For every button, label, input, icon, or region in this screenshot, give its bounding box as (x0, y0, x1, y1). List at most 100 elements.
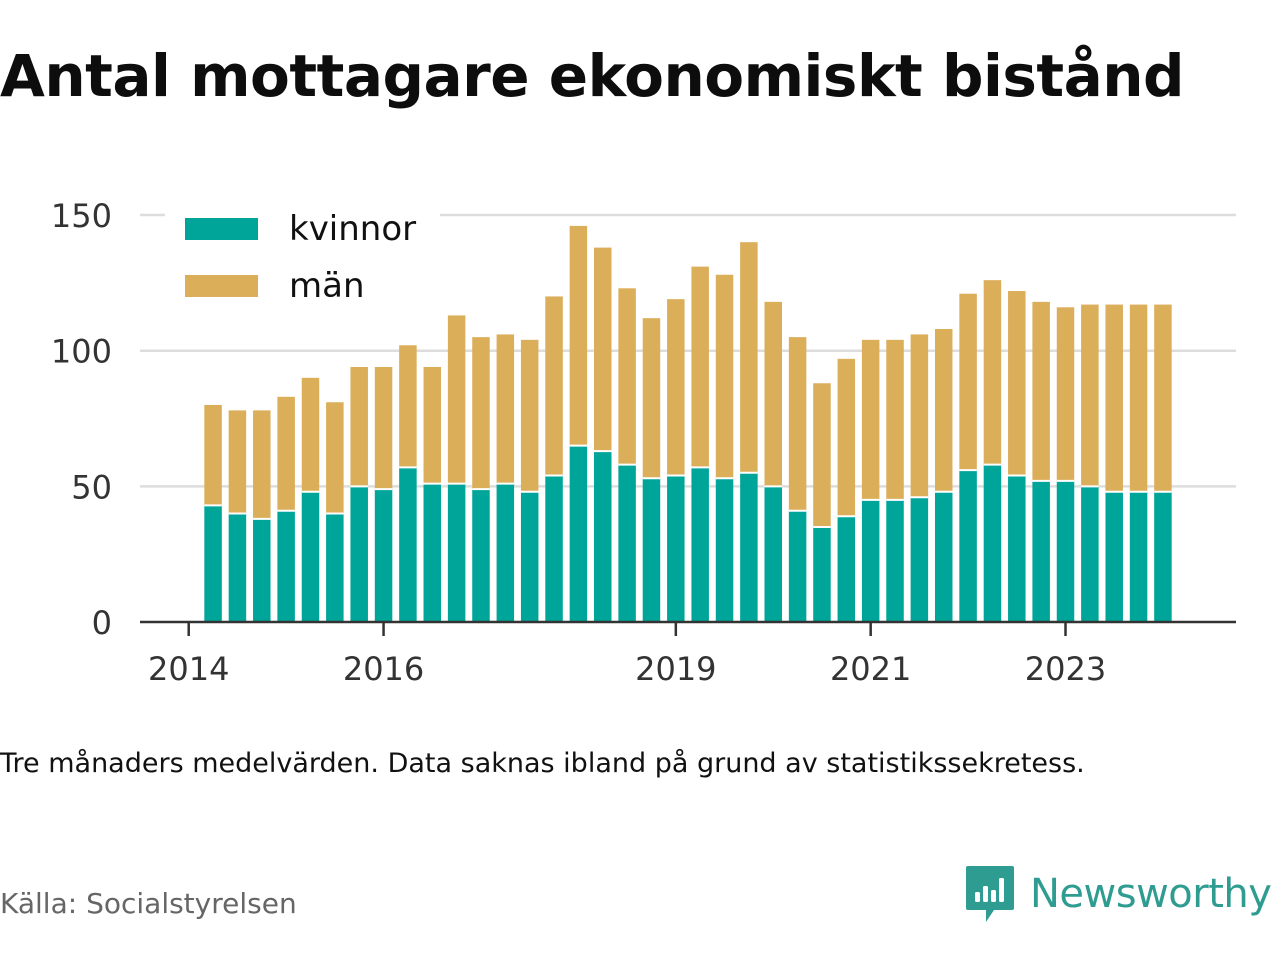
bar-kvinnor (813, 527, 831, 622)
bar-kvinnor (399, 467, 417, 622)
bar-kvinnor (545, 475, 563, 622)
bar-man (837, 358, 856, 517)
bar-kvinnor (472, 489, 490, 622)
bar-kvinnor (350, 486, 368, 622)
bar-man (594, 247, 612, 452)
bar-man (350, 366, 368, 487)
chart-note: Tre månaders medelvärden. Data saknas ib… (0, 748, 1085, 779)
bar-man (861, 339, 880, 500)
bar-man (374, 366, 393, 490)
bar-man (447, 315, 466, 484)
bar-kvinnor (983, 464, 1002, 622)
x-tick-label: 2016 (343, 650, 424, 688)
bar-man (1056, 307, 1075, 481)
bar-man (1032, 301, 1050, 481)
y-tick-label: 150 (51, 197, 112, 235)
bar-man (545, 296, 563, 476)
bar-man (715, 274, 734, 479)
legend-label: kvinnor (289, 209, 416, 249)
x-tick-label: 2023 (1025, 650, 1106, 688)
bar-man (301, 377, 320, 492)
bar-kvinnor (1008, 475, 1026, 622)
bar-kvinnor (1032, 480, 1050, 622)
legend: kvinnor män (165, 200, 440, 312)
bar-man (399, 345, 417, 468)
bar-kvinnor (618, 464, 636, 622)
bar-kvinnor (1105, 491, 1123, 622)
newsworthy-logo-icon (966, 866, 1014, 922)
bar-kvinnor (910, 497, 929, 622)
bar-kvinnor (326, 513, 344, 622)
bar-kvinnor (447, 483, 466, 622)
bar-man (618, 288, 636, 465)
bar-kvinnor (594, 451, 612, 622)
bar-man (472, 337, 490, 490)
bar-man (788, 337, 807, 511)
x-tick-label: 2021 (830, 650, 911, 688)
bar-man (642, 318, 661, 479)
bar-kvinnor (374, 489, 393, 622)
bar-kvinnor (1056, 480, 1075, 622)
bar-man (326, 402, 344, 514)
bar-kvinnor (204, 505, 222, 622)
bar-man (253, 410, 271, 519)
bar-kvinnor (959, 470, 977, 622)
x-tick-label: 2019 (635, 650, 716, 688)
y-tick-label: 50 (71, 468, 112, 506)
bar-man (667, 299, 685, 476)
bar-man (910, 334, 929, 498)
brand-logo[interactable]: Newsworthy (964, 864, 1272, 924)
bar-kvinnor (740, 472, 758, 622)
x-tick-label: 2014 (148, 650, 229, 688)
bar-kvinnor (228, 513, 247, 622)
bar-man (1008, 291, 1026, 476)
bar-kvinnor (496, 483, 515, 622)
bar-man (886, 339, 904, 500)
bar-man (496, 334, 515, 484)
bar-man (228, 410, 247, 514)
bar-man (204, 404, 222, 506)
bar-kvinnor (253, 518, 271, 622)
bar-man (740, 242, 758, 473)
bar-kvinnor (861, 499, 880, 622)
bar-kvinnor (1081, 486, 1099, 622)
bar-kvinnor (886, 499, 904, 622)
bar-kvinnor (715, 478, 734, 622)
legend-swatch (185, 218, 258, 240)
bar-man (423, 366, 442, 484)
bar-kvinnor (934, 491, 953, 622)
bar-kvinnor (1154, 491, 1172, 622)
bar-man (813, 383, 831, 528)
bar-man (934, 328, 953, 492)
bar-man (1154, 304, 1172, 492)
bar-man (959, 293, 977, 471)
bar-kvinnor (520, 491, 539, 622)
bar-kvinnor (642, 478, 661, 622)
bar-kvinnor (423, 483, 442, 622)
bar-kvinnor (1129, 491, 1148, 622)
bar-kvinnor (277, 510, 295, 622)
chart: 0 50 100 150 2014 2016 2019 2021 2023 kvinnor män (51, 197, 1236, 688)
bar-man (983, 280, 1002, 465)
bar-man (520, 339, 539, 492)
y-tick-label: 0 (92, 604, 112, 642)
bar-man (1129, 304, 1148, 492)
bar-man (277, 396, 295, 511)
bar-man (569, 225, 588, 446)
bar-man (1081, 304, 1099, 487)
bar-kvinnor (569, 445, 588, 622)
bar-kvinnor (667, 475, 685, 622)
bar-man (764, 301, 782, 487)
legend-swatch (185, 275, 258, 297)
bars (204, 225, 1172, 622)
y-tick-label: 100 (51, 333, 112, 371)
source-credit: Källa: Socialstyrelsen (0, 887, 297, 920)
brand-name: Newsworthy (1030, 871, 1272, 917)
bar-kvinnor (788, 510, 807, 622)
bar-kvinnor (764, 486, 782, 622)
legend-label: män (289, 266, 365, 306)
bar-kvinnor (691, 467, 709, 622)
bar-kvinnor (837, 516, 856, 622)
bar-man (691, 266, 709, 468)
axes: 0 50 100 150 2014 2016 2019 2021 2023 (51, 197, 1236, 688)
